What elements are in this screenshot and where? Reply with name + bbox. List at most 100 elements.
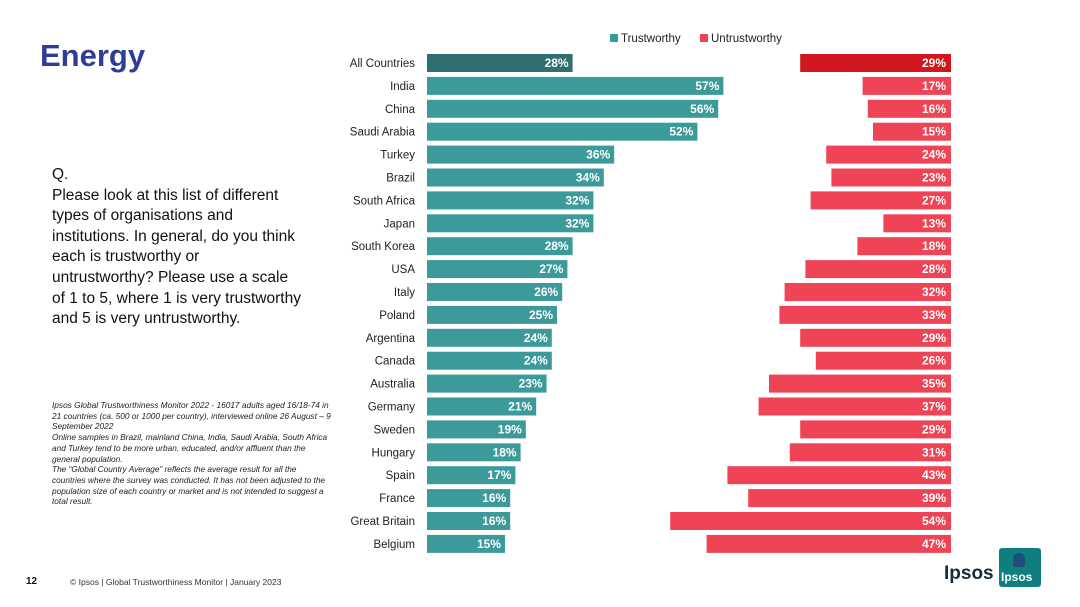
question-text: Q. Please look at this list of different… — [52, 165, 302, 330]
value-label-trustworthy-hungary: 18% — [493, 445, 517, 459]
question-label: Q. — [52, 166, 69, 183]
value-label-untrustworthy-south-korea: 18% — [922, 239, 946, 253]
bar-untrustworthy-hungary — [789, 443, 951, 462]
category-label-saudi-arabia: Saudi Arabia — [350, 127, 416, 139]
legend-swatch-untrustworthy — [700, 34, 708, 42]
logo-figure-icon — [1013, 553, 1025, 567]
value-label-trustworthy-usa: 27% — [539, 262, 563, 276]
source-line-2: Online samples in Brazil, mainland China… — [52, 432, 328, 464]
bar-untrustworthy-turkey — [826, 145, 951, 164]
ipsos-wordmark: Ipsos — [944, 563, 994, 584]
bar-trustworthy-all-countries — [427, 54, 573, 72]
bar-trustworthy-japan — [427, 214, 594, 233]
ipsos-logo-icon: Ipsos — [999, 548, 1041, 587]
value-label-untrustworthy-brazil: 23% — [922, 171, 946, 185]
category-label-italy: Italy — [394, 287, 415, 299]
value-label-untrustworthy-hungary: 31% — [922, 445, 946, 459]
bar-untrustworthy-china — [867, 99, 951, 118]
value-label-trustworthy-belgium: 15% — [477, 537, 501, 551]
legend-label-trustworthy: Trustworthy — [621, 33, 681, 45]
bar-trustworthy-canada — [427, 351, 552, 370]
bar-untrustworthy-canada — [815, 351, 951, 370]
category-label-china: China — [385, 104, 416, 116]
value-label-trustworthy-poland: 25% — [529, 308, 553, 322]
bar-trustworthy-usa — [427, 260, 568, 279]
category-label-canada: Canada — [375, 356, 416, 368]
value-label-trustworthy-germany: 21% — [508, 400, 532, 414]
value-label-untrustworthy-france: 39% — [922, 491, 946, 505]
value-label-trustworthy-italy: 26% — [534, 285, 558, 299]
category-label-south-africa: South Africa — [353, 195, 416, 207]
bar-trustworthy-great-britain — [427, 512, 511, 530]
value-label-trustworthy-turkey: 36% — [586, 148, 610, 162]
category-label-all-countries: All Countries — [350, 58, 415, 70]
value-label-untrustworthy-usa: 28% — [922, 262, 946, 276]
value-label-untrustworthy-australia: 35% — [922, 377, 946, 391]
bar-trustworthy-turkey — [427, 145, 615, 164]
value-label-trustworthy-argentina: 24% — [524, 331, 548, 345]
legend-swatch-trustworthy — [610, 34, 618, 42]
bar-untrustworthy-france — [748, 489, 951, 508]
category-label-germany: Germany — [368, 402, 416, 414]
footer-text: © Ipsos | Global Trustworthiness Monitor… — [70, 577, 282, 587]
value-label-untrustworthy-sweden: 29% — [922, 422, 946, 436]
value-label-untrustworthy-great-britain: 54% — [922, 514, 946, 528]
value-label-trustworthy-south-africa: 32% — [565, 193, 589, 207]
logo-badge-text: Ipsos — [1001, 570, 1033, 584]
legend-label-untrustworthy: Untrustworthy — [711, 33, 782, 45]
bar-trustworthy-germany — [427, 397, 537, 416]
value-label-untrustworthy-south-africa: 27% — [922, 193, 946, 207]
category-label-brazil: Brazil — [386, 173, 415, 185]
bar-trustworthy-argentina — [427, 328, 552, 347]
bar-trustworthy-sweden — [427, 420, 526, 439]
value-label-untrustworthy-saudi-arabia: 15% — [922, 125, 946, 139]
page-title: Energy — [40, 38, 146, 73]
bar-trustworthy-australia — [427, 374, 547, 393]
bar-untrustworthy-south-korea — [857, 237, 951, 256]
category-label-usa: USA — [391, 264, 415, 276]
source-line-3: The “Global Country Average” reflects th… — [52, 464, 326, 507]
category-label-south-korea: South Korea — [351, 241, 416, 253]
bar-trustworthy-belgium — [427, 534, 505, 553]
value-label-trustworthy-canada: 24% — [524, 354, 548, 368]
bar-untrustworthy-great-britain — [670, 512, 951, 530]
value-label-untrustworthy-canada: 26% — [922, 354, 946, 368]
bar-trustworthy-italy — [427, 283, 563, 301]
bar-trustworthy-brazil — [427, 168, 604, 187]
question-body: Please look at this list of different ty… — [52, 186, 301, 328]
value-label-untrustworthy-india: 17% — [922, 79, 946, 93]
bar-trustworthy-poland — [427, 305, 557, 324]
bar-untrustworthy-poland — [779, 305, 951, 324]
category-label-great-britain: Great Britain — [350, 516, 415, 528]
bar-untrustworthy-argentina — [800, 328, 951, 347]
value-label-trustworthy-china: 56% — [690, 102, 714, 116]
bar-trustworthy-france — [427, 489, 511, 508]
bar-trustworthy-south-korea — [427, 237, 573, 256]
bar-untrustworthy-japan — [883, 214, 951, 233]
value-label-trustworthy-australia: 23% — [519, 377, 543, 391]
value-label-untrustworthy-germany: 37% — [922, 400, 946, 414]
page-number: 12 — [26, 576, 38, 587]
source-line-1: Ipsos Global Trustworthiness Monitor 202… — [52, 400, 331, 432]
category-label-sweden: Sweden — [373, 424, 415, 436]
bar-untrustworthy-italy — [784, 283, 951, 301]
value-label-trustworthy-all-countries: 28% — [545, 56, 569, 70]
value-label-untrustworthy-japan: 13% — [922, 216, 946, 230]
value-label-untrustworthy-china: 16% — [922, 102, 946, 116]
bar-trustworthy-saudi-arabia — [427, 122, 698, 141]
value-label-untrustworthy-italy: 32% — [922, 285, 946, 299]
category-label-poland: Poland — [379, 310, 415, 322]
bar-untrustworthy-brazil — [831, 168, 951, 187]
category-label-turkey: Turkey — [380, 150, 415, 162]
category-label-argentina: Argentina — [366, 333, 416, 345]
category-label-belgium: Belgium — [373, 539, 415, 551]
value-label-trustworthy-japan: 32% — [565, 216, 589, 230]
bar-untrustworthy-belgium — [706, 534, 951, 553]
bar-untrustworthy-saudi-arabia — [873, 122, 951, 141]
bar-untrustworthy-south-africa — [810, 191, 951, 210]
value-label-trustworthy-south-korea: 28% — [545, 239, 569, 253]
category-label-france: France — [379, 493, 415, 505]
category-label-australia: Australia — [370, 379, 415, 391]
value-label-untrustworthy-spain: 43% — [922, 468, 946, 482]
bar-untrustworthy-spain — [727, 466, 951, 485]
